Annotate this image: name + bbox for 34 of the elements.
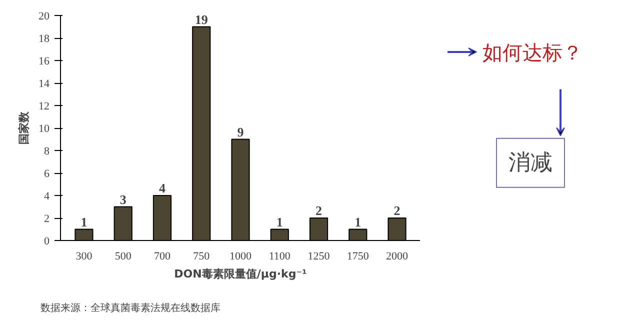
y-tick-label: 20 — [38, 10, 50, 22]
data-label: 19 — [194, 12, 208, 27]
x-tick-label: 1000 — [230, 250, 252, 262]
y-tick-label: 6 — [44, 168, 50, 180]
x-tick-label: 1100 — [268, 250, 291, 262]
y-axis-title: 国家数 — [18, 110, 30, 144]
data-label: 2 — [394, 203, 400, 218]
data-label: 3 — [120, 192, 127, 207]
y-tick-label: 10 — [38, 123, 50, 135]
text: 消减 — [508, 150, 552, 176]
x-tick-label: 750 — [193, 250, 210, 262]
x-tick-label: 1250 — [308, 250, 330, 262]
y-tick-label: 0 — [44, 236, 50, 248]
source-note: 数据来源：全球真菌毒素法规在线数据库 — [40, 302, 220, 314]
x-tick-label: 300 — [76, 250, 93, 262]
data-label: 1 — [80, 214, 88, 230]
y-tick-label: 12 — [38, 100, 50, 112]
data-label: 1 — [354, 214, 362, 230]
y-tick-label: 18 — [38, 33, 50, 45]
y-tick-label: 2 — [44, 213, 50, 225]
data-label: 4 — [158, 180, 166, 196]
text: 如何达标？ — [482, 40, 582, 65]
data-label: 9 — [237, 124, 244, 140]
x-tick-label: 700 — [154, 250, 171, 262]
data-label: 1 — [276, 214, 283, 230]
x-tick-label: 1750 — [346, 250, 370, 262]
y-tick-label: 4 — [44, 190, 50, 202]
x-tick-label: 500 — [114, 250, 132, 262]
y-tick-label: 14 — [38, 78, 50, 90]
data-label: 2 — [316, 203, 322, 218]
x-tick-label: 2000 — [386, 250, 409, 262]
y-tick-label: 8 — [44, 146, 50, 158]
y-tick-label: 16 — [38, 56, 50, 68]
x-axis-title: DON毒素限量值/μg·kg⁻¹ — [174, 268, 308, 280]
